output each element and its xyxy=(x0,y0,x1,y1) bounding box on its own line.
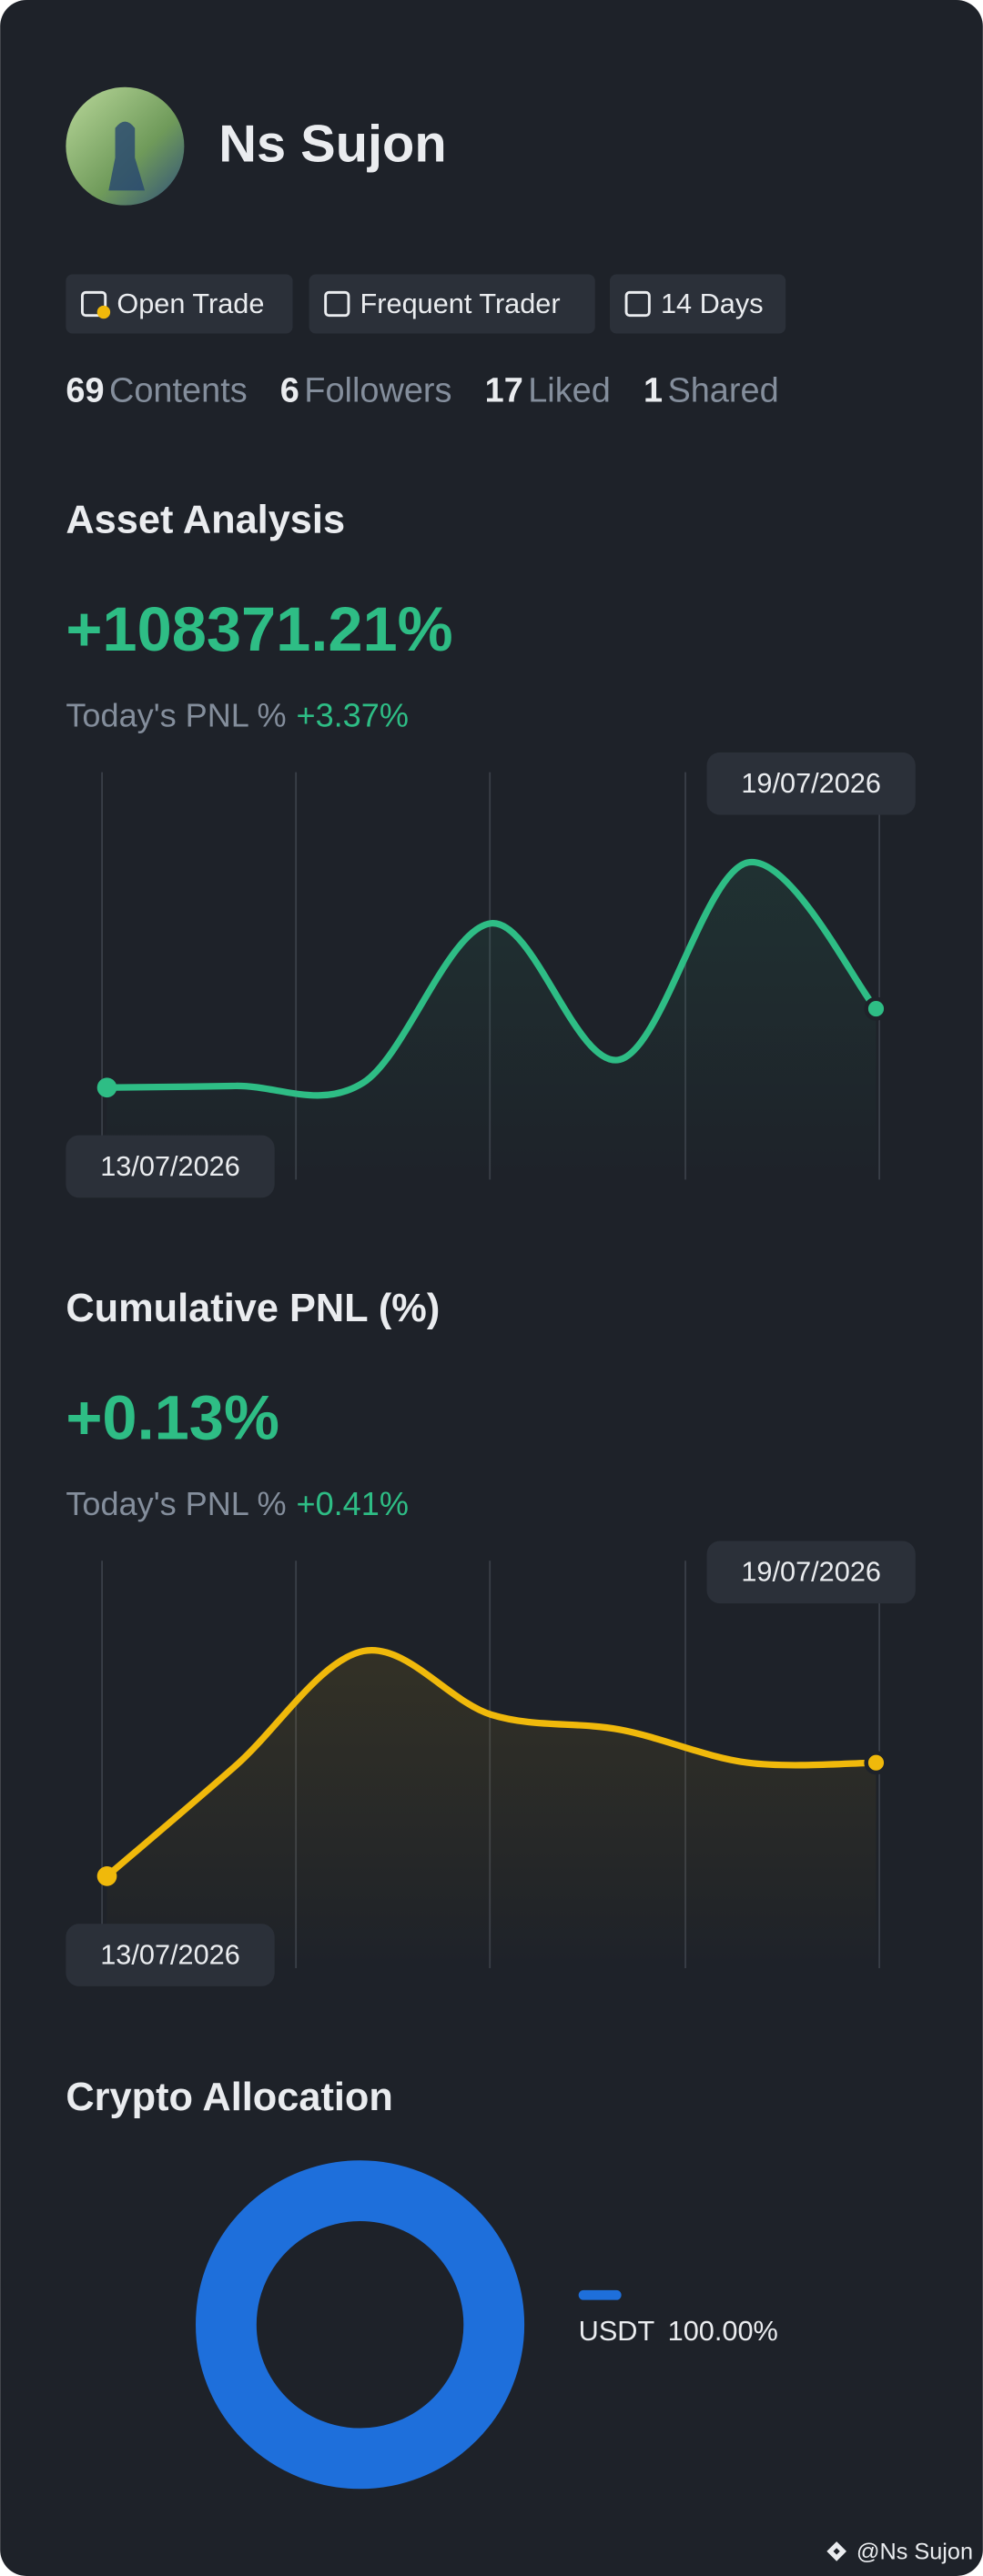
badge-label: Open Trade xyxy=(117,288,264,319)
stat-label: Contents xyxy=(109,372,248,410)
line-area xyxy=(106,1650,877,1968)
date-tag xyxy=(706,1541,916,1604)
badge[interactable] xyxy=(66,274,293,334)
pnl-line xyxy=(103,859,880,1099)
today-pnl-label: Today's PNL % xyxy=(66,697,286,734)
stat-label: Shared xyxy=(667,372,778,410)
today-pnl-label: Today's PNL % xyxy=(66,1485,286,1522)
badge[interactable] xyxy=(309,274,595,334)
legend-name: USDT xyxy=(579,2315,655,2347)
date-tag xyxy=(66,1135,275,1198)
today-pnl-value: +0.41% xyxy=(296,1485,408,1522)
section-value: +0.13% xyxy=(66,1383,279,1453)
end-point xyxy=(864,996,888,1021)
date-label: 19/07/2026 xyxy=(741,767,881,799)
badge-label: 14 Days xyxy=(661,288,764,319)
badge-label: Frequent Trader xyxy=(360,288,561,319)
stat-value: 69 xyxy=(66,372,104,410)
footer-logo xyxy=(826,2541,847,2561)
legend-value: 100.00% xyxy=(668,2315,778,2347)
section-value: +108371.21% xyxy=(66,594,452,664)
date-label: 19/07/2026 xyxy=(741,1556,881,1588)
section-title: Cumulative PNL (%) xyxy=(66,1287,440,1330)
legend-swatch xyxy=(578,2289,622,2300)
badge-icon xyxy=(624,290,651,318)
stat-value: 1 xyxy=(644,372,663,410)
badge[interactable] xyxy=(609,274,786,334)
date-tag xyxy=(706,752,916,815)
footer-text: @Ns Sujon xyxy=(856,2539,973,2564)
stat-value: 6 xyxy=(280,372,299,410)
start-point xyxy=(96,1077,117,1098)
date-tag xyxy=(66,1924,275,1986)
end-point xyxy=(864,1751,888,1775)
stat-label: Liked xyxy=(528,372,611,410)
stat-value: 17 xyxy=(485,372,523,410)
stat-label: Followers xyxy=(304,372,451,410)
pnl-line xyxy=(103,1646,880,1880)
date-label: 13/07/2026 xyxy=(100,1150,240,1182)
line-area xyxy=(106,862,877,1180)
today-pnl-value: +3.37% xyxy=(296,697,408,734)
start-point xyxy=(96,1866,117,1886)
avatar-figure xyxy=(108,121,146,191)
section-title: Asset Analysis xyxy=(66,499,345,542)
badge-icon-dot xyxy=(96,305,111,319)
badge-icon xyxy=(80,290,107,318)
section-title: Crypto Allocation xyxy=(66,2076,392,2119)
donut-segment xyxy=(196,2160,525,2490)
badge-icon xyxy=(324,290,350,318)
profile-name: Ns Sujon xyxy=(218,116,446,174)
date-label: 13/07/2026 xyxy=(100,1938,240,1970)
